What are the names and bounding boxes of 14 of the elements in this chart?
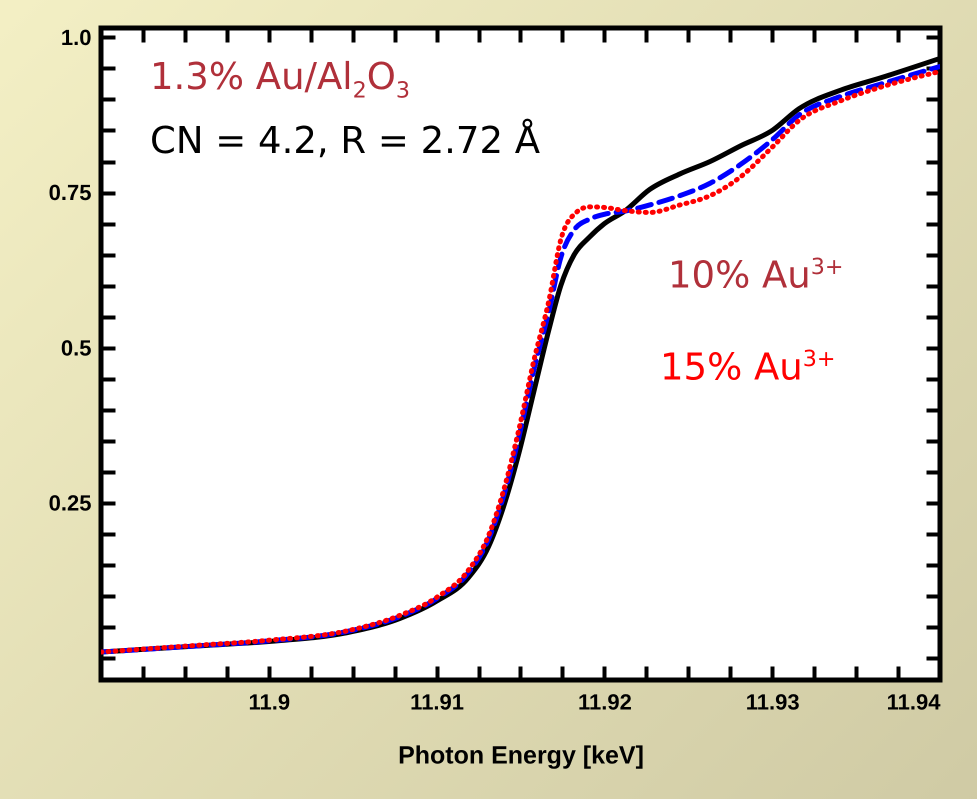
x-tick-label: 11.91	[410, 690, 464, 714]
annotation: CN = 4.2, R = 2.72 Å	[150, 119, 540, 162]
y-tick-label: 0.5	[60, 335, 92, 360]
x-tick-label: 11.9	[248, 690, 290, 714]
x-tick-label: 11.93	[746, 690, 800, 714]
annotation: 15% Au$^{3+}$	[660, 345, 836, 388]
y-tick-label: 1.0	[60, 24, 92, 50]
x-tick-label: 11.92	[578, 690, 632, 714]
x-axis-title: Photon Energy [keV]	[398, 742, 644, 770]
y-tick-label: 0.25	[48, 490, 92, 516]
annotation: 1.3% Au/Al$_{2}$O$_{3}$	[150, 55, 410, 104]
x-tick-label: 11.94	[886, 690, 942, 714]
y-tick-label: 0.75	[48, 180, 92, 206]
annotation: 10% Au$^{3+}$	[668, 253, 844, 296]
